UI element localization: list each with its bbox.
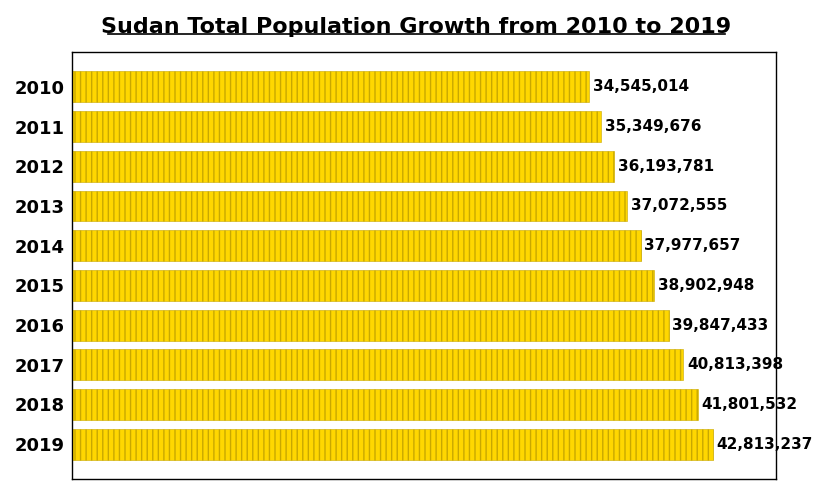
Text: 40,813,398: 40,813,398 bbox=[687, 357, 783, 372]
Text: 36,193,781: 36,193,781 bbox=[617, 159, 714, 174]
Text: 34,545,014: 34,545,014 bbox=[593, 80, 689, 94]
Bar bbox=[72, 111, 601, 142]
Bar bbox=[72, 191, 627, 221]
Text: 35,349,676: 35,349,676 bbox=[605, 119, 701, 134]
Bar bbox=[72, 72, 589, 102]
Text: 37,977,657: 37,977,657 bbox=[645, 238, 741, 253]
Text: 41,801,532: 41,801,532 bbox=[701, 397, 798, 412]
Text: 42,813,237: 42,813,237 bbox=[716, 437, 813, 452]
Text: 39,847,433: 39,847,433 bbox=[672, 318, 769, 332]
Bar bbox=[72, 429, 713, 459]
Bar bbox=[72, 230, 641, 261]
Text: Sudan Total Population Growth from 2010 to 2019: Sudan Total Population Growth from 2010 … bbox=[102, 17, 731, 37]
Bar bbox=[72, 270, 655, 301]
Bar bbox=[72, 389, 698, 420]
Bar bbox=[72, 349, 683, 380]
Text: 38,902,948: 38,902,948 bbox=[658, 278, 755, 293]
Text: 37,072,555: 37,072,555 bbox=[631, 199, 727, 213]
Bar bbox=[72, 310, 669, 340]
Bar bbox=[72, 151, 614, 182]
